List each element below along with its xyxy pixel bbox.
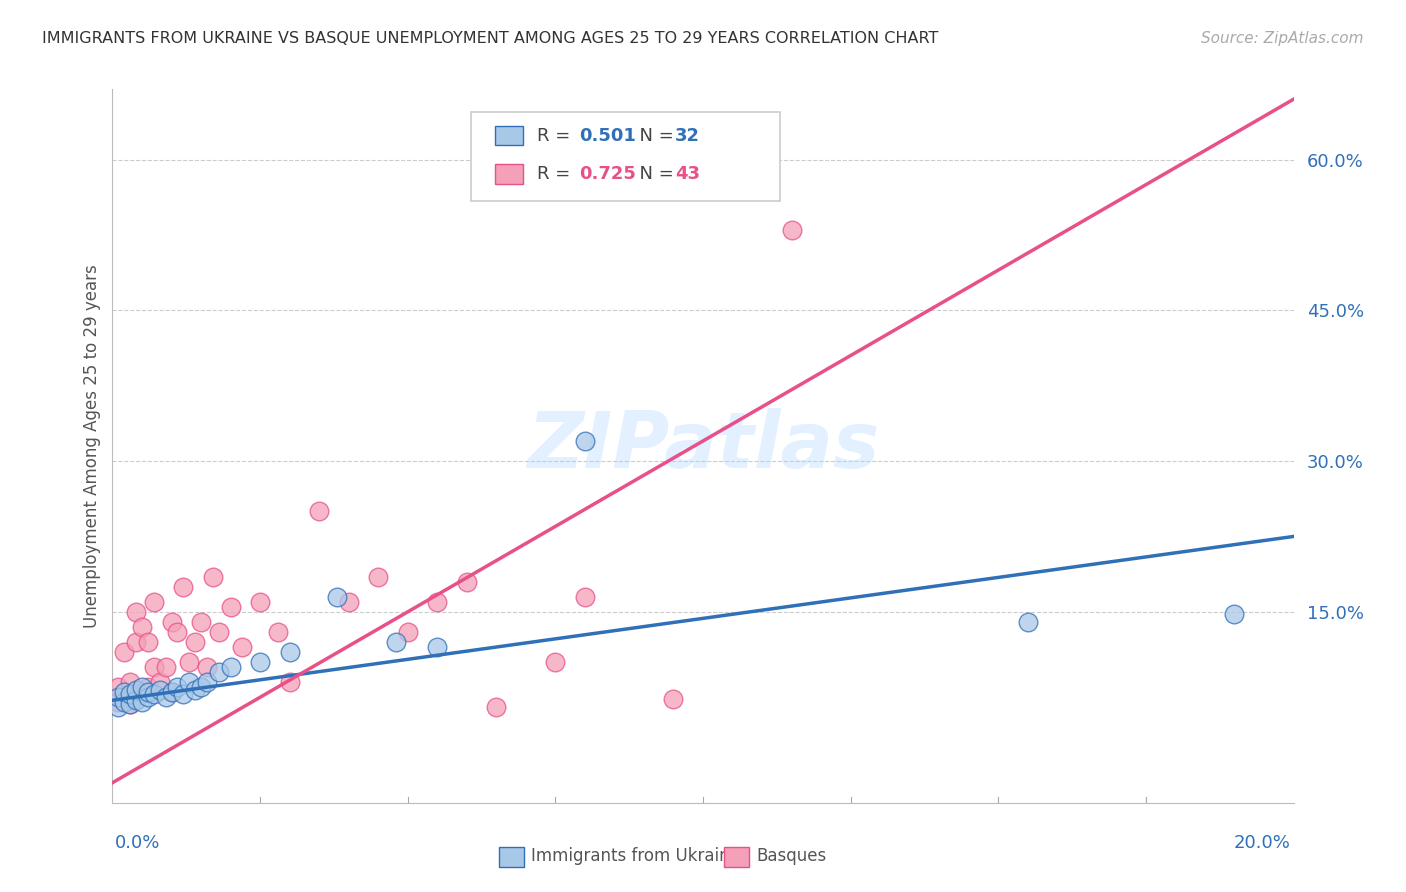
Text: 20.0%: 20.0% [1234,834,1291,852]
Text: Source: ZipAtlas.com: Source: ZipAtlas.com [1201,31,1364,46]
Text: 43: 43 [675,165,700,183]
Text: 0.725: 0.725 [579,165,636,183]
Point [574,590,596,604]
Text: R =: R = [537,127,576,145]
Point [426,595,449,609]
Point [125,693,148,707]
Point [112,645,135,659]
Text: 0.501: 0.501 [579,127,636,145]
Point [308,504,330,518]
Point [131,620,153,634]
Point [190,680,212,694]
Text: Basques: Basques [756,847,827,865]
Point [142,660,165,674]
Point [107,680,129,694]
Point [267,624,290,639]
Point [195,660,218,674]
Point [208,624,231,639]
Point [136,680,159,694]
Point [120,687,142,701]
Point [574,434,596,448]
Point [112,690,135,705]
Point [219,660,242,674]
Point [179,655,201,669]
Point [166,680,188,694]
Text: R =: R = [537,165,576,183]
Point [337,595,360,609]
Point [190,615,212,629]
Point [172,687,194,701]
Point [131,695,153,709]
Point [160,615,183,629]
Point [166,624,188,639]
Point [278,645,301,659]
Point [780,223,803,237]
Point [136,690,159,705]
Point [278,675,301,690]
Text: N =: N = [628,127,681,145]
Point [160,685,183,699]
Point [107,700,129,714]
Point [249,655,271,669]
Point [326,590,349,604]
Point [184,683,207,698]
Point [125,605,148,619]
Point [142,687,165,701]
Point [142,595,165,609]
Point [160,685,183,699]
Point [231,640,253,654]
Point [426,640,449,654]
Point [131,685,153,699]
Text: IMMIGRANTS FROM UKRAINE VS BASQUE UNEMPLOYMENT AMONG AGES 25 TO 29 YEARS CORRELA: IMMIGRANTS FROM UKRAINE VS BASQUE UNEMPL… [42,31,939,46]
Point [172,580,194,594]
Point [112,695,135,709]
Point [136,685,159,699]
Text: 32: 32 [675,127,700,145]
Point [219,599,242,614]
Point [385,635,408,649]
Y-axis label: Unemployment Among Ages 25 to 29 years: Unemployment Among Ages 25 to 29 years [83,264,101,628]
Point [149,675,172,690]
Point [136,635,159,649]
Point [1223,607,1246,621]
Text: N =: N = [628,165,681,183]
Point [367,569,389,583]
Point [184,635,207,649]
Point [179,675,201,690]
Point [201,569,224,583]
Point [131,680,153,694]
Text: Immigrants from Ukraine: Immigrants from Ukraine [531,847,741,865]
Point [195,675,218,690]
Text: ZIPatlas: ZIPatlas [527,408,879,484]
Point [149,683,172,698]
Point [456,574,478,589]
Point [1017,615,1039,629]
Point [515,172,537,186]
Point [155,690,177,705]
Point [125,635,148,649]
Point [396,624,419,639]
Point [107,695,129,709]
Point [155,660,177,674]
Point [125,683,148,698]
Point [544,655,567,669]
Point [208,665,231,680]
Point [120,698,142,712]
Point [120,698,142,712]
Point [112,685,135,699]
Point [662,692,685,706]
Text: 0.0%: 0.0% [115,834,160,852]
Point [485,700,508,714]
Point [120,675,142,690]
Point [249,595,271,609]
Point [107,690,129,705]
